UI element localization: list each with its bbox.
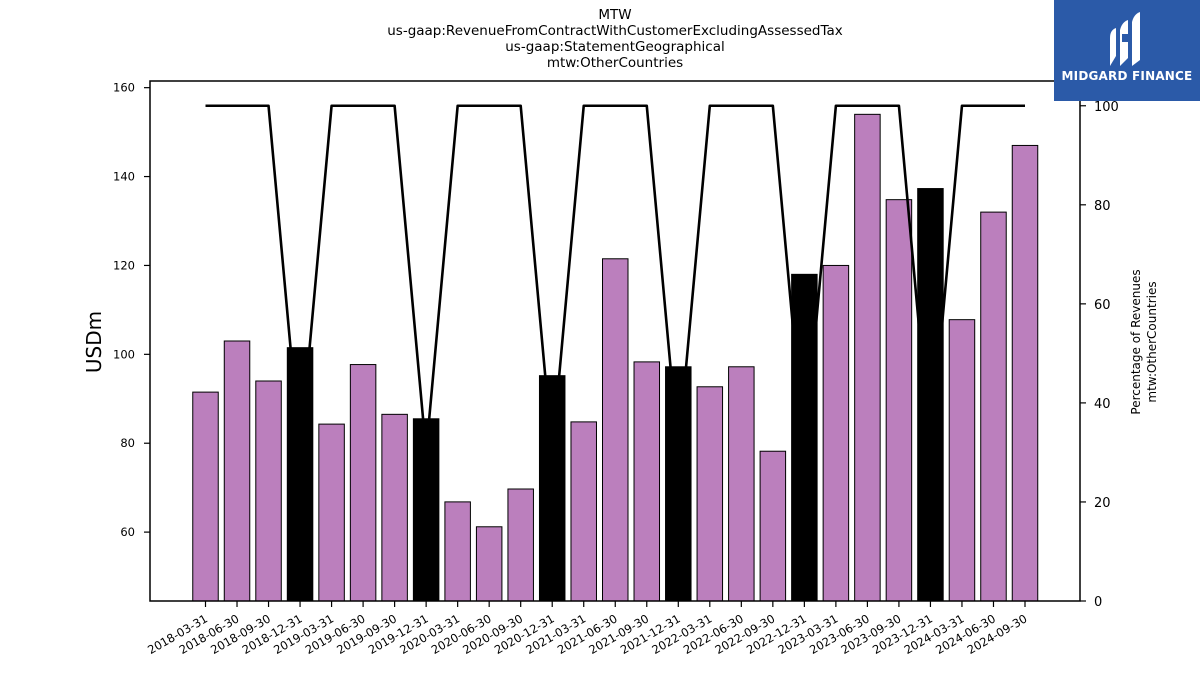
bar-2021-03-31 xyxy=(570,421,597,602)
chart-title: MTW us-gaap:RevenueFromContractWithCusto… xyxy=(315,7,915,71)
y2-tick-label: 80 xyxy=(1094,199,1111,214)
x-axis: 2018-03-312018-06-302018-09-302018-12-31… xyxy=(145,601,1030,657)
bar-2019-06-30 xyxy=(349,364,377,602)
title-line-company: MTW xyxy=(598,7,632,23)
bar-2023-09-30 xyxy=(885,199,913,602)
bar-2019-03-31 xyxy=(318,423,345,602)
y2-tick-label: 20 xyxy=(1094,496,1111,511)
y2-tick-label: 40 xyxy=(1094,397,1111,412)
bar-2024-06-30 xyxy=(980,211,1007,602)
bar-2024-09-30 xyxy=(1011,144,1039,602)
bar-2023-06-30 xyxy=(854,113,881,602)
bar-2020-09-30 xyxy=(507,488,534,602)
bar-2023-03-31 xyxy=(822,264,850,602)
y2-tick-label: 60 xyxy=(1094,298,1111,313)
y2-tick-label: 100 xyxy=(1094,100,1119,115)
midgard-finance-logo: MIDGARD FINANCE xyxy=(1054,0,1200,101)
bar-2020-06-30 xyxy=(475,526,503,602)
y2-axis-label-line2: mtw:OtherCountries xyxy=(1145,281,1159,402)
bar-2021-09-30 xyxy=(633,361,661,602)
bar-2022-12-31 xyxy=(791,273,818,602)
y-tick-label: 140 xyxy=(113,170,135,184)
title-line-axis: us-gaap:StatementGeographical xyxy=(505,39,725,55)
bar-2020-03-31 xyxy=(444,501,471,602)
bar-2019-09-30 xyxy=(381,413,408,602)
title-line-member: mtw:OtherCountries xyxy=(546,55,684,71)
left-axis: 60 80 100 120 140 160 xyxy=(113,81,150,539)
bar-2018-03-31 xyxy=(192,391,219,602)
bar-2024-03-31 xyxy=(948,319,976,602)
percentage-line xyxy=(205,104,1025,454)
bar-2022-06-30 xyxy=(728,366,755,602)
y-tick-label: 160 xyxy=(113,81,135,95)
bar-2018-12-31 xyxy=(286,347,314,602)
bar-2018-06-30 xyxy=(223,340,251,602)
bar-series xyxy=(192,113,1039,602)
y-tick-label: 80 xyxy=(120,436,135,450)
bar-2021-06-30 xyxy=(602,258,629,602)
bar-2018-09-30 xyxy=(255,380,282,602)
y-tick-label: 120 xyxy=(113,258,135,272)
right-axis: 0 20 40 60 80 100 xyxy=(1080,100,1119,610)
bar-2022-09-30 xyxy=(759,450,787,602)
y-tick-label: 60 xyxy=(120,525,135,539)
midgard-logo-icon xyxy=(1110,12,1140,66)
bar-2021-12-31 xyxy=(665,366,692,602)
y2-tick-label: 0 xyxy=(1094,595,1102,610)
title-line-concept: us-gaap:RevenueFromContractWithCustomerE… xyxy=(387,23,843,39)
bar-2022-03-31 xyxy=(696,386,724,602)
logo-text: MIDGARD FINANCE xyxy=(1061,69,1193,83)
y-axis-label: USDm xyxy=(82,311,106,373)
y2-axis-label-line1: Percentage of Revenues xyxy=(1129,269,1143,414)
bar-2020-12-31 xyxy=(538,375,566,602)
bar-2023-12-31 xyxy=(917,188,944,602)
y-tick-label: 100 xyxy=(113,347,135,361)
